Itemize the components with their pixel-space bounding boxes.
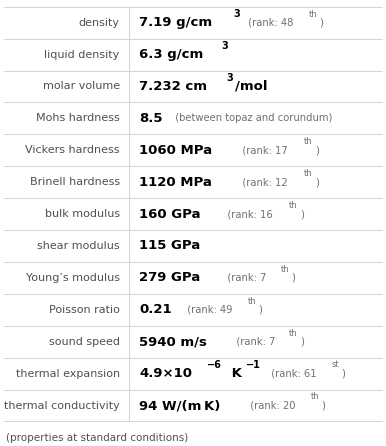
Text: liquid density: liquid density xyxy=(44,50,120,60)
Text: 115 GPa: 115 GPa xyxy=(139,240,200,252)
Text: 4.9×10: 4.9×10 xyxy=(139,367,192,380)
Text: th: th xyxy=(304,137,313,146)
Text: ): ) xyxy=(259,305,262,315)
Text: 7.232 cm: 7.232 cm xyxy=(139,80,207,93)
Text: ): ) xyxy=(315,145,319,155)
Text: th: th xyxy=(289,329,298,338)
Text: ): ) xyxy=(300,337,304,347)
Text: (rank: 61: (rank: 61 xyxy=(265,368,317,379)
Text: ): ) xyxy=(291,273,295,283)
Text: 160 GPa: 160 GPa xyxy=(139,207,200,221)
Text: (rank: 7: (rank: 7 xyxy=(218,273,266,283)
Text: ): ) xyxy=(341,368,345,379)
Text: 3: 3 xyxy=(233,9,240,19)
Text: Young’s modulus: Young’s modulus xyxy=(25,273,120,283)
Text: /mol: /mol xyxy=(235,80,268,93)
Text: 7.19 g/cm: 7.19 g/cm xyxy=(139,16,212,29)
Text: th: th xyxy=(310,392,319,401)
Text: (between topaz and corundum): (between topaz and corundum) xyxy=(169,113,333,124)
Text: ): ) xyxy=(320,18,323,28)
Text: density: density xyxy=(79,18,120,28)
Text: (properties at standard conditions): (properties at standard conditions) xyxy=(6,433,188,443)
Text: 279 GPa: 279 GPa xyxy=(139,272,200,285)
Text: thermal expansion: thermal expansion xyxy=(15,368,120,379)
Text: (rank: 7: (rank: 7 xyxy=(227,337,275,347)
Text: (rank: 17: (rank: 17 xyxy=(233,145,288,155)
Text: (rank: 48: (rank: 48 xyxy=(242,18,293,28)
Text: th: th xyxy=(308,9,317,19)
Text: th: th xyxy=(280,265,289,274)
Text: 94 W/(m K): 94 W/(m K) xyxy=(139,399,220,412)
Text: 3: 3 xyxy=(222,41,229,51)
Text: −1: −1 xyxy=(246,360,261,370)
Text: ): ) xyxy=(300,209,304,219)
Text: th: th xyxy=(289,201,298,210)
Text: (rank: 16: (rank: 16 xyxy=(218,209,273,219)
Text: thermal conductivity: thermal conductivity xyxy=(4,401,120,410)
Text: th: th xyxy=(304,169,312,178)
Text: shear modulus: shear modulus xyxy=(37,241,120,251)
Text: −6: −6 xyxy=(207,360,222,370)
Text: 0.21: 0.21 xyxy=(139,303,172,316)
Text: (rank: 49: (rank: 49 xyxy=(181,305,232,315)
Text: K: K xyxy=(227,367,241,380)
Text: th: th xyxy=(247,297,256,306)
Text: 3: 3 xyxy=(227,73,234,83)
Text: molar volume: molar volume xyxy=(42,82,120,91)
Text: ): ) xyxy=(315,177,318,187)
Text: Mohs hardness: Mohs hardness xyxy=(36,113,120,124)
Text: 1120 MPa: 1120 MPa xyxy=(139,176,212,189)
Text: 1060 MPa: 1060 MPa xyxy=(139,144,212,157)
Text: ): ) xyxy=(322,401,325,410)
Text: (rank: 12: (rank: 12 xyxy=(233,177,288,187)
Text: 8.5: 8.5 xyxy=(139,112,163,125)
Text: Brinell hardness: Brinell hardness xyxy=(30,177,120,187)
Text: 6.3 g/cm: 6.3 g/cm xyxy=(139,48,203,61)
Text: st: st xyxy=(332,360,339,369)
Text: Poisson ratio: Poisson ratio xyxy=(49,305,120,315)
Text: bulk modulus: bulk modulus xyxy=(44,209,120,219)
Text: (rank: 20: (rank: 20 xyxy=(244,401,295,410)
Text: 5940 m/s: 5940 m/s xyxy=(139,335,207,348)
Text: sound speed: sound speed xyxy=(49,337,120,347)
Text: Vickers hardness: Vickers hardness xyxy=(25,145,120,155)
